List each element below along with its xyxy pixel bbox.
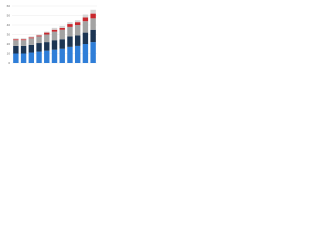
bar-segment — [59, 25, 65, 28]
bar-segment — [28, 52, 35, 63]
bar-segment — [13, 40, 19, 46]
bar-segment — [82, 17, 89, 22]
bar-segment — [28, 36, 35, 38]
bar-segment — [74, 25, 81, 36]
bar-segment — [20, 45, 27, 54]
bar-segment — [82, 21, 89, 33]
bar-segment — [51, 31, 58, 41]
bar-segment — [51, 27, 58, 30]
bar-segment — [13, 39, 19, 41]
bar-segment — [13, 45, 19, 54]
y-tick-label: 40 — [7, 23, 11, 27]
bar-segment — [36, 34, 42, 36]
bar-segment — [13, 53, 19, 63]
bar-segment — [74, 45, 81, 63]
bar-segment — [67, 46, 73, 63]
bar-segment — [28, 44, 35, 53]
bar-segment — [44, 50, 50, 63]
y-tick-label: 20 — [7, 42, 11, 46]
bar-segment — [44, 34, 50, 43]
bar-segment — [51, 40, 58, 50]
bar-segment — [67, 22, 73, 25]
bar-segment — [28, 37, 35, 39]
bar-segment — [59, 27, 65, 30]
y-tick-label: 60 — [7, 4, 11, 8]
bar-segment — [59, 39, 65, 49]
bar-segment — [36, 43, 42, 52]
bar-segment — [44, 31, 50, 33]
bar-segment — [44, 42, 50, 51]
y-tick-label: 0 — [8, 61, 10, 65]
bar-segment — [44, 32, 50, 35]
bar-segment — [20, 40, 27, 46]
bar-segment — [90, 42, 96, 63]
bar-segment — [20, 39, 27, 41]
bar-segment — [28, 38, 35, 45]
bar-segment — [51, 49, 58, 63]
bar-segment — [74, 22, 81, 25]
bar-segment — [67, 36, 73, 47]
bar-segment — [67, 24, 73, 27]
bar-segment — [20, 53, 27, 63]
y-tick-label: 30 — [7, 32, 11, 36]
bar-segment — [59, 48, 65, 63]
bar-segment — [82, 32, 89, 44]
bar-segment — [51, 29, 58, 32]
bar-segment — [36, 51, 42, 63]
y-tick-label: 50 — [7, 13, 11, 17]
bar-segment — [74, 35, 81, 46]
bar-segment — [36, 35, 42, 37]
bar-segment — [82, 14, 89, 18]
bar-segment — [90, 29, 96, 43]
y-tick-label: 10 — [7, 51, 11, 55]
bar-segment — [74, 20, 81, 23]
bar-segment — [82, 44, 89, 63]
bar-segment — [20, 38, 27, 40]
bar-segment — [67, 26, 73, 37]
bar-segment — [90, 9, 96, 14]
bar-segment — [36, 36, 42, 44]
bar-segment — [59, 29, 65, 40]
bar-segment — [90, 18, 96, 30]
bar-segment — [90, 13, 96, 19]
chart: 0 10 20 30 40 50 60 — [7, 4, 97, 65]
bar-segment — [13, 38, 19, 40]
